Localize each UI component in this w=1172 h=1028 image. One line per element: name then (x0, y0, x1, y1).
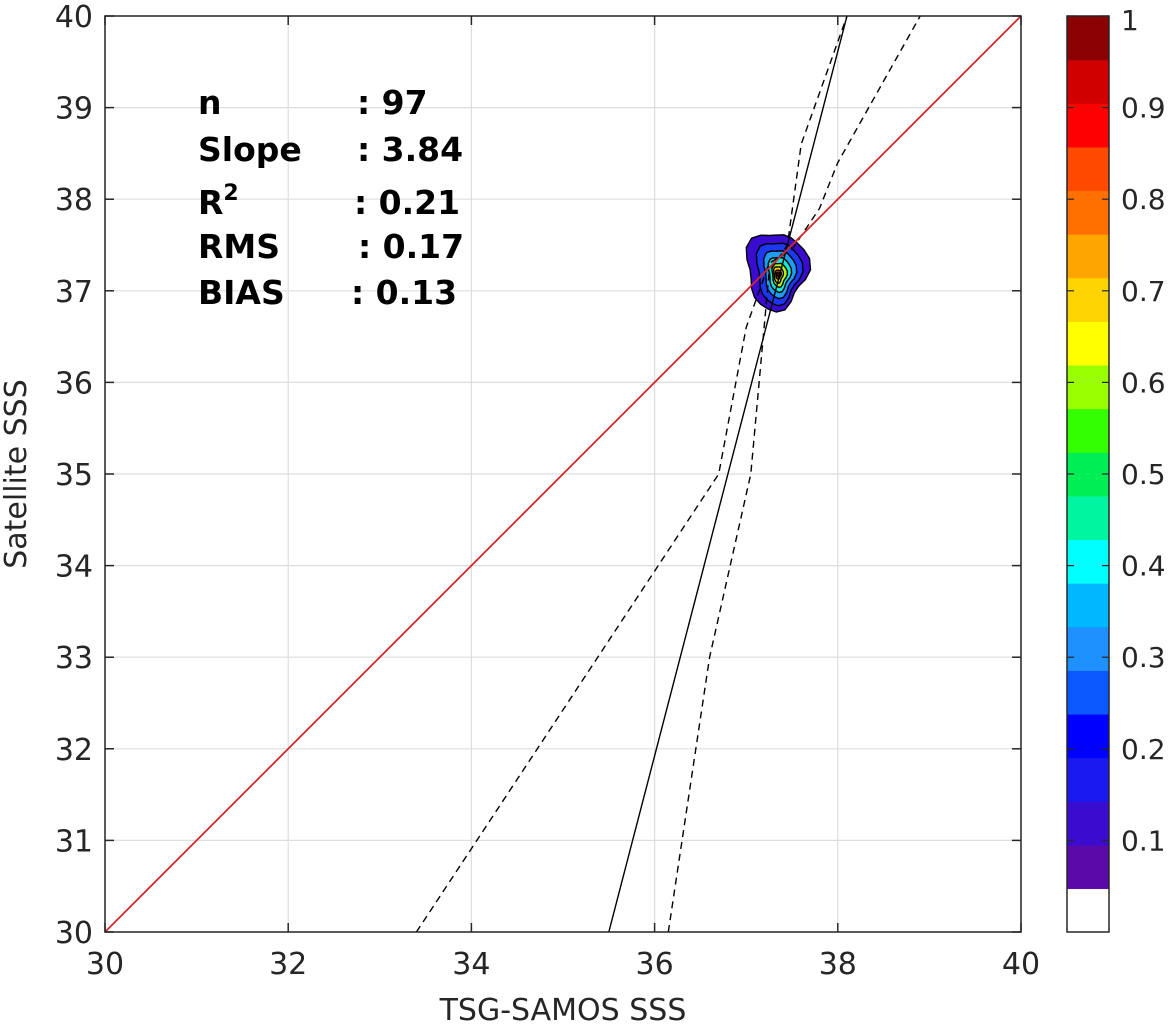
y-tick-label: 31 (55, 824, 93, 859)
colorbar-segment (1067, 888, 1109, 933)
colorbar-segment (1067, 801, 1109, 846)
y-tick-label: 38 (55, 183, 93, 218)
stat-label: RMS (198, 227, 280, 266)
y-tick-label: 37 (55, 275, 93, 310)
stat-value: : 0.21 (354, 183, 460, 222)
colorbar-segment (1067, 539, 1109, 584)
axis-ticks (104, 15, 1022, 933)
stat-value: : 0.17 (358, 227, 464, 266)
colorbar-segment (1067, 670, 1109, 715)
x-tick-label: 36 (636, 947, 674, 982)
y-tick-label: 36 (55, 366, 93, 401)
colorbar-tick-label: 0.3 (1121, 641, 1166, 674)
colorbar-segment (1067, 495, 1109, 541)
grid-lines (104, 15, 1022, 933)
colorbar: 0.1 0.2 0.3 0.4 0.5 0.6 0.7 0.8 0.9 1 (1066, 4, 1166, 933)
y-tick-label: 39 (55, 92, 93, 127)
y-tick-label: 34 (55, 550, 93, 585)
stat-value: : 0.13 (351, 273, 457, 312)
y-tick-label: 40 (55, 0, 93, 35)
x-tick-label: 40 (1002, 947, 1040, 982)
x-tick-label: 32 (269, 947, 307, 982)
stat-value: : 3.84 (357, 130, 463, 169)
y-tick-label: 32 (55, 733, 93, 768)
colorbar-segment (1067, 713, 1109, 759)
one-to-one-line (105, 16, 1021, 932)
colorbar-tick-label: 0.4 (1121, 550, 1166, 583)
colorbar-tick-label: 0.1 (1121, 824, 1166, 857)
colorbar-segment (1067, 277, 1109, 322)
colorbar-tick-label: 0.5 (1121, 458, 1166, 491)
colorbar-segment (1067, 626, 1109, 671)
x-tick-label: 34 (452, 947, 490, 982)
colorbar-segment (1067, 757, 1109, 802)
colorbar-tick-label: 0.8 (1121, 183, 1166, 216)
x-axis-label: TSG-SAMOS SSS (439, 993, 687, 1028)
colorbar-segment (1067, 59, 1109, 104)
y-axis-label: Satellite SSS (0, 379, 34, 569)
stat-value: : 97 (357, 83, 428, 122)
colorbar-segment (1067, 583, 1109, 628)
colorbar-segment (1067, 408, 1109, 453)
colorbar-segment (1067, 103, 1109, 148)
colorbar-segment (1067, 146, 1109, 192)
colorbar-segment (1067, 234, 1109, 279)
y-tick-labels: 30 31 32 33 34 35 36 37 38 39 40 (55, 0, 93, 951)
regression-line (608, 16, 848, 932)
y-tick-label: 35 (55, 458, 93, 493)
colorbar-segment (1067, 190, 1109, 235)
plot-layer (105, 16, 1021, 932)
colorbar-tick-label: 0.2 (1121, 733, 1166, 766)
colorbar-tick-label: 0.7 (1121, 275, 1166, 308)
y-tick-label: 33 (55, 641, 93, 676)
colorbar-tick-label: 0.6 (1121, 366, 1166, 399)
stat-label: Slope (198, 130, 302, 169)
x-tick-labels: 30 32 34 36 38 40 (86, 947, 1040, 982)
confidence-band-upper (667, 16, 848, 932)
x-tick-label: 30 (86, 947, 124, 982)
colorbar-segment (1067, 321, 1109, 366)
colorbar-segment (1067, 844, 1109, 889)
colorbar-tick-label: 1 (1121, 4, 1139, 37)
colorbar-segment (1067, 16, 1109, 61)
stat-label-superscript: 2 (223, 181, 238, 206)
colorbar-tick-label: 0.9 (1121, 92, 1166, 125)
y-tick-label: 30 (55, 916, 93, 951)
stat-label: n (198, 83, 222, 122)
x-tick-label: 38 (819, 947, 857, 982)
colorbar-segment (1067, 364, 1109, 410)
stat-label: BIAS (198, 273, 285, 312)
